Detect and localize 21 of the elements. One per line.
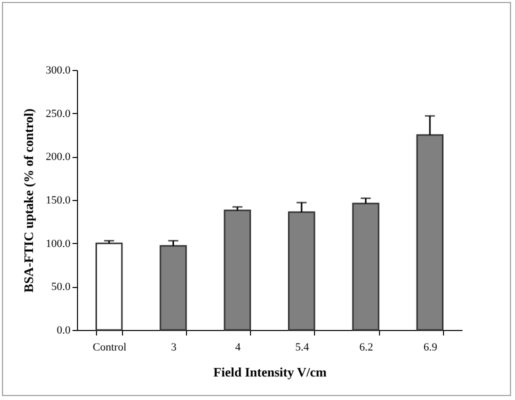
x-tick-label: Control (92, 342, 126, 354)
x-tick-label: 4 (235, 342, 242, 354)
x-tick-label: 6.9 (424, 342, 438, 354)
bar (160, 245, 187, 331)
bar (416, 134, 444, 331)
y-tick-label: 100.0 (46, 238, 71, 250)
y-axis-title: BSA-FTIC uptake (% of control) (20, 108, 36, 292)
y-tick-label: 0.0 (56, 324, 71, 336)
x-tick-label: 5.4 (295, 342, 310, 354)
bar (288, 211, 316, 331)
y-tick-label: 250.0 (46, 108, 71, 120)
x-axis-title: Field Intensity V/cm (213, 364, 327, 380)
y-tick-label: 50.0 (51, 281, 71, 294)
y-tick-label: 300.0 (46, 64, 71, 76)
x-tick-label: 6.2 (359, 342, 374, 354)
bar (352, 202, 380, 331)
x-tick-label: 3 (171, 342, 177, 354)
y-tick-label: 150.0 (46, 194, 71, 206)
y-tick-label: 200.0 (46, 151, 71, 164)
bar (96, 242, 123, 331)
bar (224, 210, 251, 331)
